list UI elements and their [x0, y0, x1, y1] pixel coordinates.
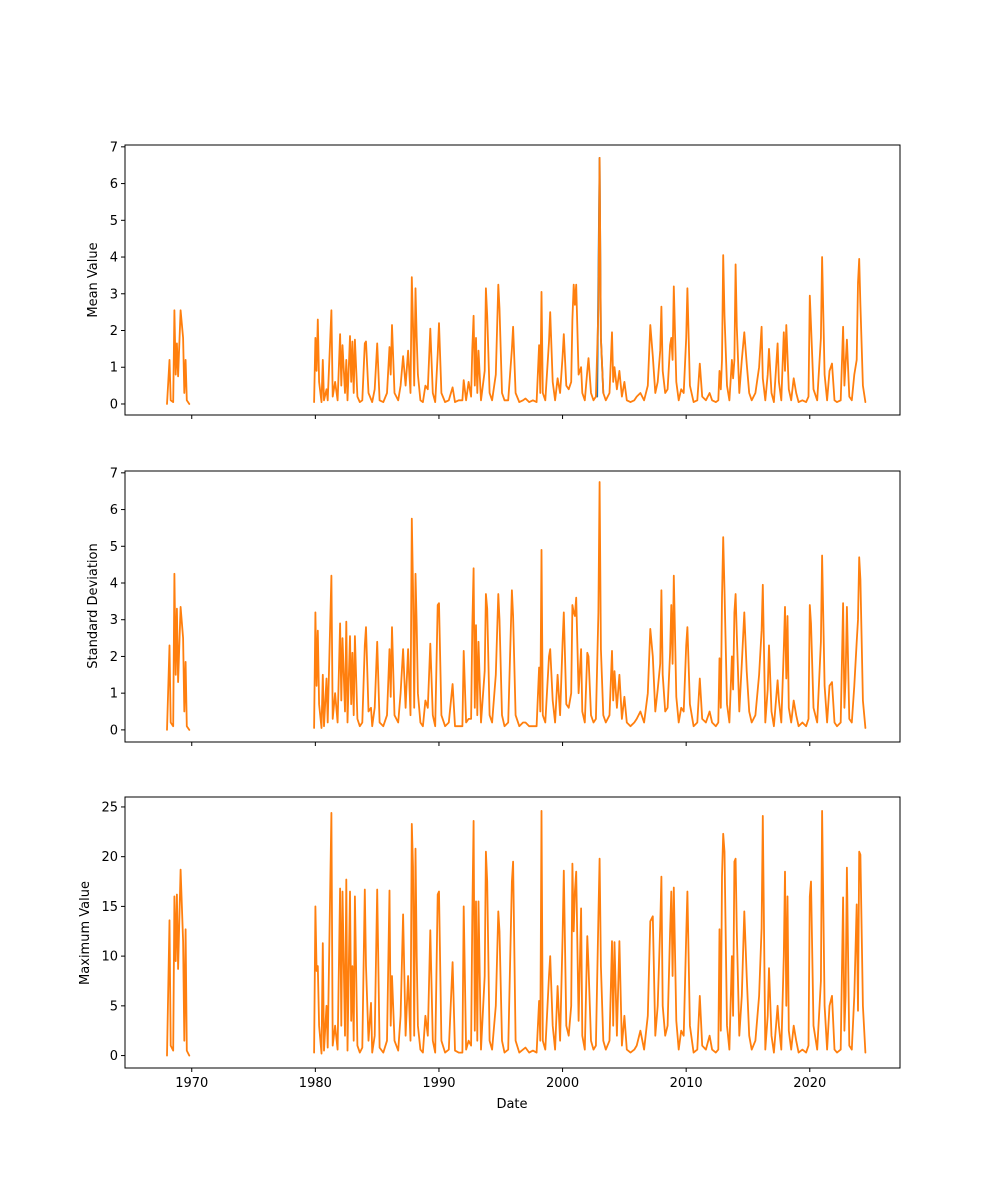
series-line	[166, 572, 191, 731]
x-tick-label: 2010	[670, 1076, 703, 1091]
y-axis-ticks: 0 1 2 3 4 5 6 7	[110, 466, 125, 738]
y-tick-label: 1	[110, 687, 118, 702]
series-line	[313, 481, 867, 729]
series-line	[313, 810, 867, 1055]
x-tick-label: 1990	[422, 1076, 455, 1091]
x-tick-label: 1980	[299, 1076, 332, 1091]
y-axis-label: Standard Deviation	[86, 543, 101, 668]
subplot-mean-value: 0 1 2 3 4 5 6 7 Mean Value	[86, 140, 901, 419]
series-line	[166, 309, 191, 405]
plot-area-frame	[124, 144, 901, 416]
y-tick-label: 4	[110, 576, 118, 591]
x-axis-ticks	[191, 742, 811, 746]
y-tick-label: 3	[110, 613, 118, 628]
y-tick-label: 0	[110, 397, 118, 412]
y-tick-label: 5	[110, 214, 118, 229]
data-lines	[166, 810, 867, 1057]
y-axis-label: Maximum Value	[78, 881, 93, 985]
x-tick-label: 1970	[175, 1076, 208, 1091]
y-tick-label: 15	[101, 900, 118, 915]
data-lines	[166, 156, 867, 405]
y-axis-label: Mean Value	[86, 242, 101, 317]
subplot-maximum-value: 0 5 10 15 20 25 1970 1980 1990 2000 2010 2020 Maxi…	[78, 796, 901, 1112]
y-tick-label: 4	[110, 251, 118, 266]
x-tick-label: 2000	[546, 1076, 579, 1091]
y-tick-label: 6	[110, 503, 118, 518]
y-tick-label: 3	[110, 287, 118, 302]
series-line	[166, 868, 191, 1057]
y-axis-ticks: 0 1 2 3 4 5 6 7	[110, 140, 125, 412]
y-tick-label: 20	[101, 850, 118, 865]
y-tick-label: 2	[110, 650, 118, 665]
y-tick-label: 5	[110, 999, 118, 1014]
subplot-standard-deviation: 0 1 2 3 4 5 6 7 Standard Deviation	[86, 466, 901, 746]
y-tick-label: 7	[110, 140, 118, 155]
data-lines	[166, 481, 867, 731]
y-tick-label: 0	[110, 723, 118, 738]
y-tick-label: 5	[110, 540, 118, 555]
y-tick-label: 1	[110, 361, 118, 376]
x-axis-ticks	[191, 415, 811, 419]
x-tick-label: 2020	[793, 1076, 826, 1091]
y-tick-label: 7	[110, 466, 118, 481]
y-tick-label: 6	[110, 177, 118, 192]
y-axis-ticks: 0 5 10 15 20 25	[101, 800, 125, 1064]
y-tick-label: 25	[101, 800, 118, 815]
y-tick-label: 10	[101, 950, 118, 965]
y-tick-label: 2	[110, 324, 118, 339]
series-line	[313, 156, 867, 404]
y-tick-label: 0	[110, 1049, 118, 1064]
x-axis-label: Date	[496, 1097, 527, 1112]
x-axis-ticks: 1970 1980 1990 2000 2010 2020	[175, 1068, 826, 1091]
